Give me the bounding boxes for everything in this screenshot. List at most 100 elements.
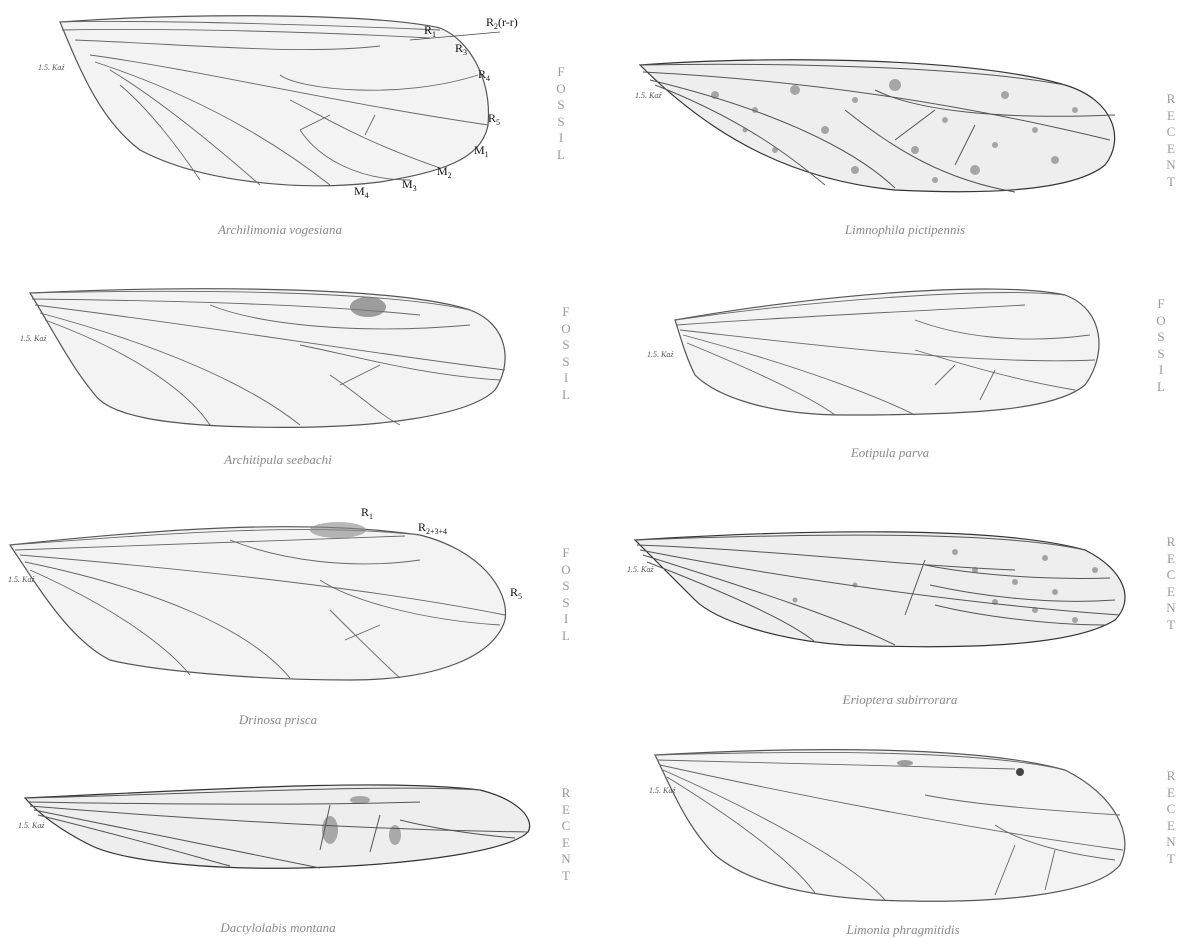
status-letter: T	[562, 867, 570, 883]
status-letter: F	[557, 64, 565, 79]
vein-label-m4: M4	[354, 184, 369, 200]
status-letter: C	[1166, 801, 1176, 816]
status-letter: O	[556, 80, 566, 96]
status-letter: L	[562, 627, 570, 643]
status-letter: E	[562, 834, 570, 850]
artist-signature: 1.5. Kaź	[20, 334, 47, 343]
status-letter: E	[1167, 550, 1175, 566]
status-letter: S	[1157, 329, 1165, 344]
artist-signature: 1.5. Kaź	[38, 63, 65, 72]
vein-label-r1: R1	[424, 23, 436, 39]
status-letter: O	[561, 561, 571, 577]
artist-signature: 1.5. Kaź	[647, 350, 674, 359]
vein-label-m1: M1	[474, 143, 489, 159]
status-letter: T	[1167, 850, 1175, 866]
status-letter: E	[562, 801, 570, 817]
status-letter: S	[562, 337, 570, 352]
status-letter: N	[1166, 834, 1176, 849]
vein-label-m2: M2	[437, 164, 452, 180]
status-letter: R	[1166, 768, 1176, 783]
vein-label-m3: M3	[402, 177, 417, 193]
wing-drawing-archilimonia: 1.5. Kaź R1 R2(r-r) R3 R4 R5 M1 M2 M3 M4	[38, 15, 518, 200]
artist-signature: 1.5. Kaź	[18, 821, 45, 830]
species-caption: Archilimonia vogesiana	[217, 222, 343, 237]
vein-label-r5: R5	[488, 111, 500, 127]
status-letter: N	[561, 851, 571, 866]
status-letter: E	[1167, 784, 1175, 800]
species-caption: Limonia phragmitidis	[846, 922, 960, 937]
wing-drawing-limnophila: 1.5. Kaź	[635, 59, 1116, 193]
status-letter: T	[1167, 616, 1175, 632]
status-letter: S	[557, 113, 565, 129]
status-letter: E	[1167, 583, 1175, 599]
wing-drawing-limonia: 1.5. Kaź	[649, 749, 1126, 902]
status-letter: C	[1166, 124, 1176, 139]
status-letter: O	[561, 320, 571, 336]
status-letter: T	[1167, 173, 1175, 189]
wing-drawing-dactylolabis: 1.5. Kaź	[18, 784, 531, 869]
wing-drawing-architipula: 1.5. Kaź	[20, 288, 506, 428]
status-letter: C	[1166, 567, 1176, 582]
status-letter: S	[562, 594, 570, 610]
status-letter: S	[562, 353, 570, 369]
vein-label-r2-3-4: R2+3+4	[418, 520, 447, 536]
species-caption: Erioptera subirrorara	[842, 692, 958, 707]
species-caption: Drinosa prisca	[238, 712, 318, 727]
wing-plate-archilimonia: 1.5. Kaź R1 R2(r-r) R3 R4 R5 M1 M2 M3 M4…	[0, 0, 590, 245]
species-caption: Dactylolabis montana	[220, 920, 336, 935]
status-letter: L	[562, 386, 570, 402]
vein-label-r5: R5	[510, 585, 522, 601]
vein-label-r3: R3	[455, 41, 467, 57]
artist-signature: 1.5. Kaź	[627, 565, 654, 574]
status-letter: R	[1166, 534, 1176, 549]
species-caption: Limnophila pictipennis	[844, 222, 966, 237]
status-letter: S	[1157, 345, 1165, 361]
species-caption: Eotipula parva	[850, 445, 930, 460]
status-letter: F	[1157, 296, 1165, 311]
wing-drawing-drinosa: 1.5. Kaź R1 R2+3+4 R5	[8, 505, 522, 681]
wing-drawing-eotipula: 1.5. Kaź	[647, 288, 1100, 416]
artist-signature: 1.5. Kaź	[649, 786, 676, 795]
artist-signature: 1.5. Kaź	[8, 575, 35, 584]
status-letter: N	[1166, 157, 1176, 172]
status-letter: N	[1166, 600, 1176, 615]
species-caption: Architipula seebachi	[224, 452, 332, 467]
vein-label-r1: R1	[361, 505, 373, 521]
status-letter: I	[563, 611, 569, 626]
status-letter: L	[1157, 378, 1165, 394]
status-letter: I	[563, 370, 569, 385]
status-letter: I	[1158, 362, 1164, 377]
status-letter: O	[1156, 312, 1166, 328]
vein-label-r2: R2(r-r)	[486, 15, 518, 31]
wing-drawing-erioptera: 1.5. Kaź	[627, 531, 1126, 648]
status-letter: E	[1167, 107, 1175, 123]
vein-label-r4: R4	[478, 67, 490, 83]
status-letter: E	[1167, 817, 1175, 833]
status-letter: I	[558, 130, 564, 145]
status-letter: F	[562, 545, 570, 560]
artist-signature: 1.5. Kaź	[635, 91, 662, 100]
status-letter: C	[561, 818, 571, 833]
status-letter: R	[561, 785, 571, 800]
status-letter: L	[557, 146, 565, 162]
status-letter: S	[557, 97, 565, 112]
status-letter: E	[1167, 140, 1175, 156]
status-letter: F	[562, 304, 570, 319]
status-letter: R	[1166, 91, 1176, 106]
status-letter: S	[562, 578, 570, 593]
